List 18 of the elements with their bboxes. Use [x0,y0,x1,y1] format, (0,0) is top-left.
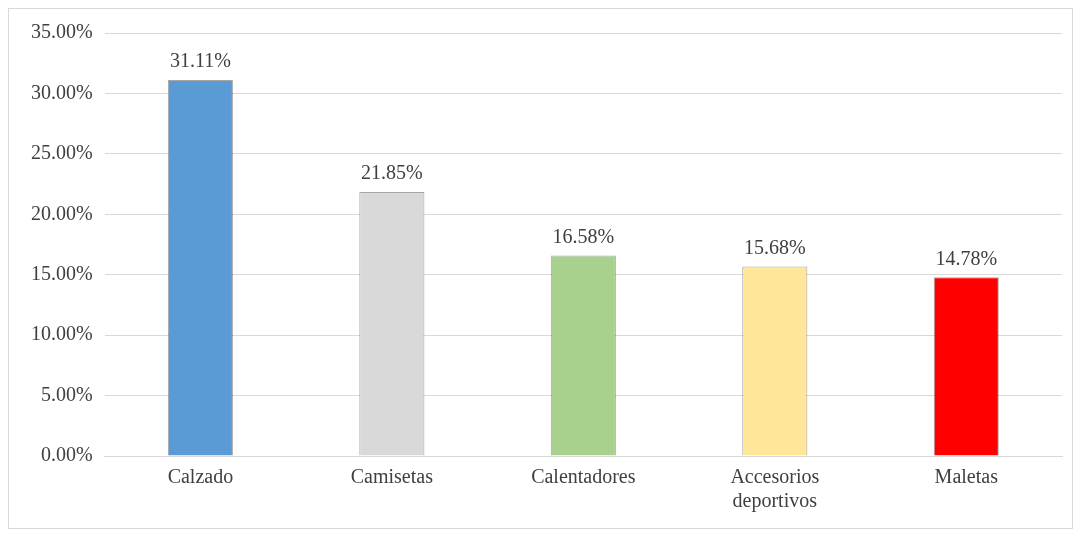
data-label: 31.11% [169,49,231,72]
y-tick-label: 25.00% [30,141,93,164]
y-tick-label: 20.00% [30,201,93,224]
data-label: 14.78% [935,246,998,269]
y-tick-label: 15.00% [30,261,93,284]
y-tick-label: 10.00% [30,322,93,345]
x-tick-label: Camisetas [350,465,434,488]
data-label: 15.68% [743,235,806,258]
x-tick-label: Calzado [167,465,234,488]
data-label: 16.58% [552,224,615,247]
y-tick-label: 30.00% [30,80,93,103]
y-tick-label: 35.00% [30,20,93,43]
y-tick-label: 0.00% [40,443,93,466]
data-label: 21.85% [361,161,423,184]
x-tick-label: Maletas [934,465,999,488]
x-tick-label: Calentadores [531,465,636,488]
y-tick-label: 5.00% [40,382,93,405]
x-tick-label: Accesorios deportivos [730,465,820,513]
